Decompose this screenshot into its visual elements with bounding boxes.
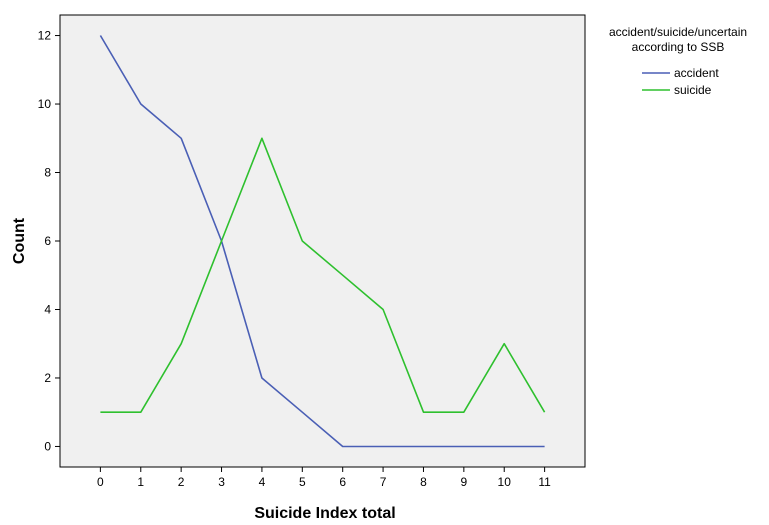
x-axis-title: Suicide Index total xyxy=(254,505,395,522)
x-tick-label: 10 xyxy=(498,475,512,489)
x-tick-label: 6 xyxy=(339,475,346,489)
x-tick-label: 4 xyxy=(259,475,266,489)
legend: accident/suicide/uncertain according to … xyxy=(609,25,747,97)
y-tick-label: 0 xyxy=(44,439,51,453)
x-tick-label: 11 xyxy=(538,475,551,489)
x-tick-label: 8 xyxy=(420,475,427,489)
y-tick-label: 2 xyxy=(44,371,51,385)
y-tick-label: 10 xyxy=(38,97,52,111)
y-axis: 0 2 4 6 8 10 12 xyxy=(38,29,60,453)
x-tick-label: 5 xyxy=(299,475,306,489)
legend-label-accident: accident xyxy=(674,66,719,80)
series-line-suicide xyxy=(100,137,546,414)
series-line-accident xyxy=(99,35,545,448)
legend-title-line-1: accident/suicide/uncertain xyxy=(609,25,747,39)
x-tick-label: 0 xyxy=(97,475,104,489)
x-axis: 0 1 2 3 4 5 6 7 8 9 10 11 xyxy=(97,467,551,489)
y-tick-label: 6 xyxy=(44,234,51,248)
x-tick-label: 2 xyxy=(178,475,185,489)
series-lines xyxy=(99,35,546,448)
x-tick-label: 3 xyxy=(218,475,225,489)
plot-area xyxy=(59,14,586,468)
legend-title-line-2: according to SSB xyxy=(632,40,725,54)
y-tick-label: 4 xyxy=(44,302,51,316)
y-tick-label: 12 xyxy=(38,29,52,43)
x-tick-label: 9 xyxy=(461,475,468,489)
legend-label-suicide: suicide xyxy=(674,83,712,97)
x-tick-label: 7 xyxy=(380,475,387,489)
x-tick-label: 1 xyxy=(137,475,144,489)
y-tick-label: 8 xyxy=(44,166,51,180)
y-axis-title: Count xyxy=(11,217,28,264)
